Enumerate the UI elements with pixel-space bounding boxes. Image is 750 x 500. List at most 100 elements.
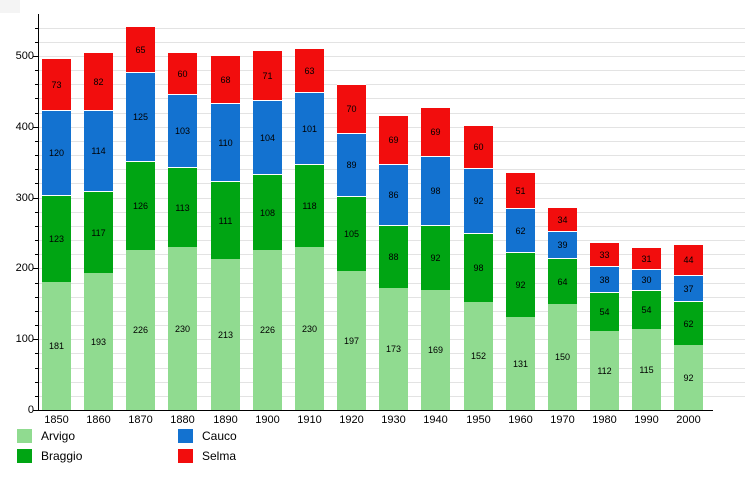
legend-item-braggio: Braggio xyxy=(17,449,82,463)
segment-value-label: 62 xyxy=(683,318,694,329)
x-axis-tick-label: 1880 xyxy=(170,414,195,426)
segment-value-label: 108 xyxy=(259,207,276,218)
segment-value-label: 92 xyxy=(683,372,694,383)
bar-segment-selma: 82 xyxy=(84,52,113,110)
bar-segment-braggio: 64 xyxy=(548,258,577,304)
segment-value-label: 89 xyxy=(346,160,357,170)
legend-swatch-selma xyxy=(178,449,193,463)
x-axis-tick-label: 1960 xyxy=(508,414,533,426)
segment-value-label: 126 xyxy=(132,201,149,211)
x-axis-tick-label: 1910 xyxy=(297,414,322,426)
segment-value-label: 31 xyxy=(641,253,652,264)
y-axis-minor-tick xyxy=(35,325,38,326)
bar-segment-arvigo: 152 xyxy=(464,302,493,410)
bar-segment-braggio: 111 xyxy=(211,181,240,259)
segment-value-label: 44 xyxy=(683,255,694,265)
bar-segment-selma: 31 xyxy=(632,247,661,269)
segment-value-label: 125 xyxy=(132,112,149,122)
y-axis-major-tick xyxy=(33,127,38,128)
x-axis-tick-label: 1920 xyxy=(339,414,364,426)
bar-segment-braggio: 123 xyxy=(42,195,71,282)
bar-segment-selma: 51 xyxy=(506,172,535,208)
bar-segment-selma: 69 xyxy=(421,107,450,156)
bar-segment-arvigo: 181 xyxy=(42,282,71,410)
bar-segment-cauco: 101 xyxy=(295,92,324,164)
legend-label-arvigo: Arvigo xyxy=(41,429,76,443)
bar-segment-arvigo: 150 xyxy=(548,304,577,410)
segment-value-label: 226 xyxy=(132,325,149,335)
x-axis-tick-label: 1990 xyxy=(634,414,659,426)
bar-segment-arvigo: 226 xyxy=(126,250,155,410)
bar-segment-braggio: 92 xyxy=(421,225,450,290)
bar-segment-cauco: 114 xyxy=(84,110,113,191)
segment-value-label: 92 xyxy=(515,280,526,290)
bar-segment-braggio: 108 xyxy=(253,174,282,250)
segment-value-label: 103 xyxy=(174,126,191,136)
y-axis-minor-tick xyxy=(35,42,38,43)
x-axis-tick-label: 1860 xyxy=(86,414,111,426)
segment-value-label: 34 xyxy=(557,214,568,225)
segment-value-label: 213 xyxy=(217,329,234,340)
gridline xyxy=(39,42,745,43)
segment-value-label: 37 xyxy=(683,283,694,294)
segment-value-label: 92 xyxy=(473,196,484,206)
bar-segment-selma: 65 xyxy=(126,26,155,72)
segment-value-label: 118 xyxy=(302,201,317,211)
y-axis-minor-tick xyxy=(35,283,38,284)
y-axis-minor-tick xyxy=(35,169,38,170)
y-axis-minor-tick xyxy=(35,28,38,29)
segment-value-label: 114 xyxy=(91,146,106,156)
bar-segment-braggio: 105 xyxy=(337,196,366,271)
legend-label-braggio: Braggio xyxy=(41,449,83,463)
y-axis-major-tick xyxy=(33,268,38,269)
segment-value-label: 98 xyxy=(473,263,484,273)
x-axis-tick-label: 1940 xyxy=(423,414,448,426)
segment-value-label: 60 xyxy=(473,142,484,152)
segment-value-label: 51 xyxy=(515,185,526,196)
segment-value-label: 65 xyxy=(135,44,146,55)
segment-value-label: 86 xyxy=(388,190,399,200)
segment-value-label: 105 xyxy=(343,229,360,239)
bar-segment-selma: 34 xyxy=(548,207,577,231)
bar-segment-selma: 71 xyxy=(253,50,282,100)
gridline xyxy=(39,28,745,29)
bar-segment-arvigo: 230 xyxy=(168,247,197,410)
segment-value-label: 38 xyxy=(599,274,610,285)
segment-value-label: 64 xyxy=(557,276,568,287)
segment-value-label: 173 xyxy=(385,344,402,354)
y-axis-minor-tick xyxy=(35,254,38,255)
y-axis-major-tick xyxy=(33,56,38,57)
segment-value-label: 197 xyxy=(343,335,360,346)
x-axis-tick-label: 1980 xyxy=(592,414,617,426)
y-axis-minor-tick xyxy=(35,368,38,369)
segment-value-label: 60 xyxy=(177,68,188,79)
segment-value-label: 131 xyxy=(512,358,529,369)
gridline xyxy=(39,113,745,114)
bar-segment-arvigo: 112 xyxy=(590,331,619,410)
y-axis-minor-tick xyxy=(35,70,38,71)
bar-segment-braggio: 118 xyxy=(295,164,324,247)
legend-label-selma: Selma xyxy=(202,449,237,463)
segment-value-label: 111 xyxy=(218,215,233,226)
legend-item-arvigo: Arvigo xyxy=(17,429,75,443)
bar-segment-arvigo: 197 xyxy=(337,271,366,410)
segment-value-label: 82 xyxy=(93,76,104,87)
segment-value-label: 71 xyxy=(262,70,273,81)
bar-segment-braggio: 62 xyxy=(674,301,703,345)
bar-segment-braggio: 54 xyxy=(590,292,619,331)
bar-segment-arvigo: 193 xyxy=(84,273,113,410)
segment-value-label: 110 xyxy=(218,137,233,148)
y-axis-tick-label: 200 xyxy=(15,262,34,274)
bar-segment-braggio: 117 xyxy=(84,191,113,273)
segment-value-label: 115 xyxy=(639,364,654,375)
x-axis-tick-label: 1900 xyxy=(255,414,280,426)
segment-value-label: 169 xyxy=(427,345,444,355)
bar-segment-cauco: 92 xyxy=(464,168,493,233)
segment-value-label: 113 xyxy=(175,202,190,213)
x-axis-tick-label: 1930 xyxy=(381,414,406,426)
bar-segment-cauco: 30 xyxy=(632,269,661,290)
y-axis-minor-tick xyxy=(35,212,38,213)
y-axis-minor-tick xyxy=(35,353,38,354)
y-axis-tick-label: 100 xyxy=(15,333,34,345)
bar-segment-braggio: 113 xyxy=(168,167,197,247)
